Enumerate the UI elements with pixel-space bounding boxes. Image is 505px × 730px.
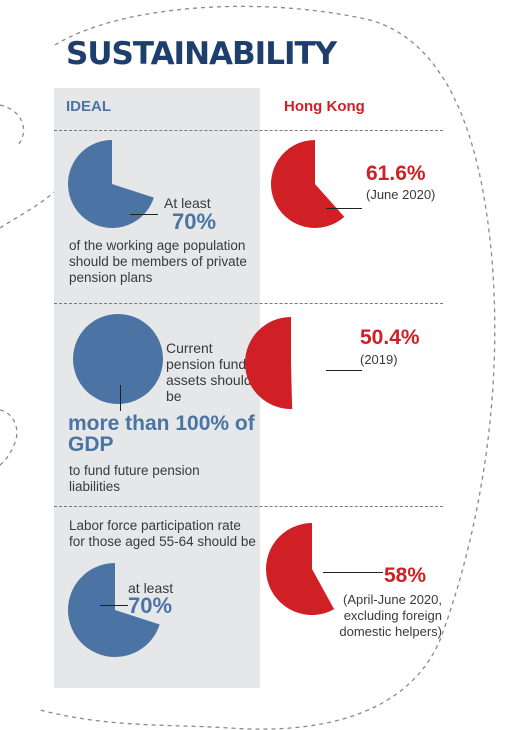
hong-kong-pie-chart-row2: [244, 317, 293, 409]
hong-kong-pie-slice: [244, 317, 293, 409]
ideal-pie-slice: [67, 563, 160, 657]
ideal-value: 70%: [128, 593, 173, 618]
ideal-value: more than 100% of GDP: [68, 412, 255, 456]
ideal-pie-chart-row1: [68, 140, 154, 228]
hong-kong-value: 58%: [384, 564, 427, 587]
ideal-sub-text: at least: [128, 580, 174, 596]
leader-line: [326, 208, 362, 209]
hong-kong-column-header: Hong Kong: [284, 98, 365, 115]
ideal-description: of the working age population should be …: [69, 238, 247, 285]
ideal-pre-text: Current pension fund assets should be: [166, 340, 252, 404]
ideal-pie-slice: [68, 140, 154, 228]
separator-line: [54, 130, 443, 131]
hong-kong-note: (2019): [360, 352, 398, 367]
hong-kong-note: (June 2020): [366, 187, 436, 202]
leader-line: [323, 572, 383, 573]
hong-kong-pie-chart-row1: [271, 140, 345, 228]
ideal-pre-text: Labor force participation rate for those…: [69, 518, 256, 549]
hong-kong-pie-slice: [266, 523, 335, 615]
ideal-pie-chart-row3: [67, 563, 160, 657]
leader-line: [100, 605, 128, 606]
hong-kong-note: (April-June 2020, excluding foreign dome…: [339, 592, 442, 639]
page-title: SUSTAINABILITY: [66, 36, 337, 72]
leader-line: [120, 385, 121, 411]
ideal-description: to fund future pension liabilities: [69, 463, 200, 494]
leader-line: [326, 370, 362, 371]
ideal-value: 70%: [172, 209, 217, 234]
ideal-pie-slice: [73, 314, 163, 404]
hong-kong-value: 50.4%: [360, 326, 420, 349]
hong-kong-pie-chart-row3: [266, 523, 335, 615]
hong-kong-pie-slice: [271, 140, 345, 228]
ideal-pie-chart-row2: [73, 314, 163, 404]
separator-line: [54, 303, 443, 304]
separator-line: [54, 506, 443, 507]
ideal-pre-text: At least: [164, 195, 211, 211]
hong-kong-value: 61.6%: [366, 162, 426, 185]
ideal-column-header: IDEAL: [66, 98, 111, 115]
leader-line: [130, 214, 158, 215]
